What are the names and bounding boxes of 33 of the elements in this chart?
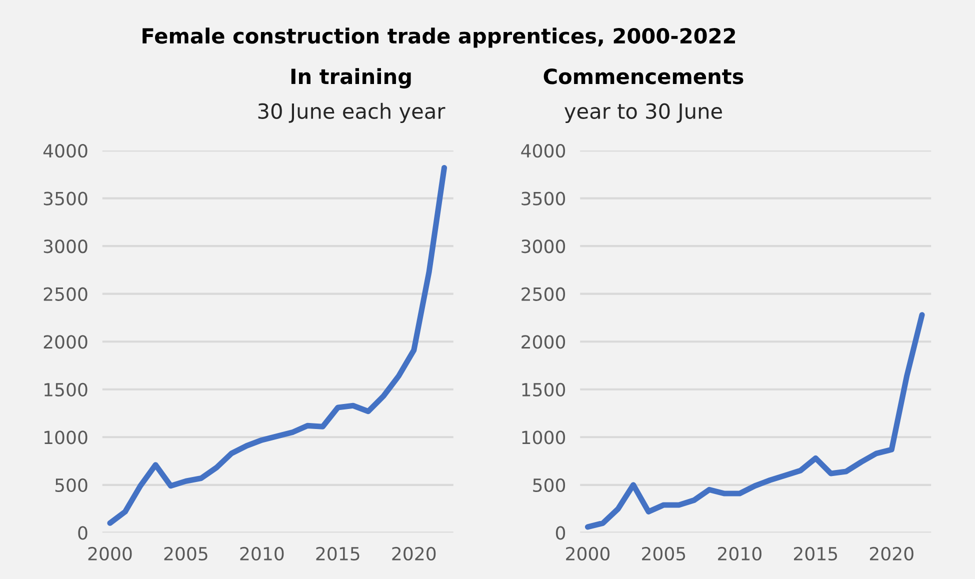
y-tick-label: 4000: [521, 144, 566, 158]
x-tick-label: 2015: [794, 546, 838, 561]
x-tick-label: 2000: [566, 546, 610, 561]
y-tick-label: 500: [55, 478, 88, 492]
y-tick-label: 2000: [522, 335, 566, 349]
x-tick-label: 2000: [88, 546, 132, 561]
y-tick-label: 3500: [522, 192, 566, 206]
x-tick-label: 2010: [240, 546, 284, 561]
y-tick-label: 2500: [522, 287, 566, 301]
y-tick-label: 1000: [44, 430, 88, 444]
y-tick-label: 3000: [522, 240, 566, 254]
y-tick-label: 2500: [44, 287, 88, 301]
chart-subtitle: year to 30 June: [564, 103, 722, 124]
x-tick-label: 2005: [164, 546, 208, 561]
y-tick-label: 1500: [44, 382, 88, 396]
y-tick-label: 500: [533, 478, 566, 492]
x-tick-label: 2020: [870, 546, 914, 561]
chart-subtitle: 30 June each year: [258, 102, 446, 124]
y-tick-label: 2000: [44, 335, 88, 349]
y-tick-label: 4000: [43, 144, 88, 158]
x-tick-label: 2015: [316, 546, 360, 561]
x-tick-label: 2020: [392, 546, 436, 561]
x-tick-label: 2010: [718, 546, 762, 561]
y-tick-label: 3500: [44, 192, 88, 206]
y-tick-label: 1000: [522, 430, 566, 444]
chart-title: Commencements: [544, 68, 744, 84]
y-tick-label: 0: [78, 526, 88, 540]
y-tick-label: 0: [556, 526, 566, 540]
x-tick-label: 2005: [642, 546, 686, 561]
text: Female construction trade apprentices, 2000-2022: [142, 28, 735, 48]
y-tick-label: 1500: [522, 382, 566, 396]
chart-title: In training: [291, 68, 411, 88]
y-tick-label: 3000: [44, 240, 88, 254]
